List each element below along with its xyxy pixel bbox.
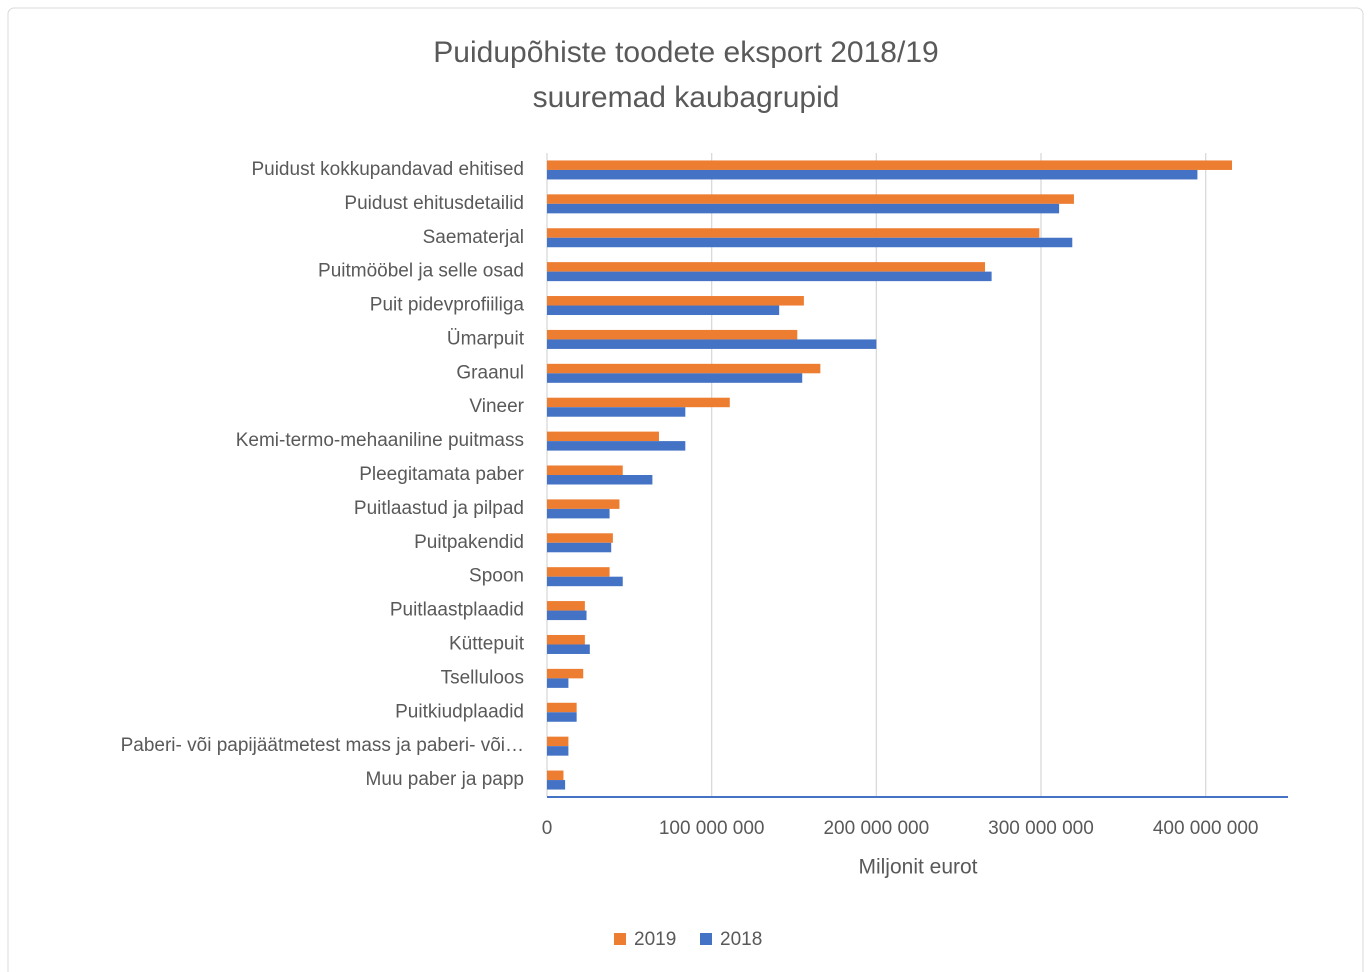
bar: [547, 237, 1073, 248]
bar: [547, 169, 1198, 180]
bar: [547, 610, 587, 621]
y-tick-label: Saematerjal: [423, 227, 524, 248]
y-tick-label: Ümarpuit: [447, 328, 525, 349]
y-tick-label: Graanul: [456, 362, 524, 383]
y-tick-label: Tselluloos: [441, 667, 524, 688]
y-tick-label: Puitpakendid: [414, 532, 524, 553]
bar: [547, 407, 686, 417]
bar: [547, 678, 569, 688]
bar: [547, 780, 566, 790]
bar: [547, 431, 659, 442]
bar: [547, 228, 1040, 238]
y-tick-label: Spoon: [469, 566, 524, 587]
y-tick-label: Kemi-termo-mehaaniline puitmass: [236, 430, 524, 451]
bar: [547, 499, 620, 509]
bar: [547, 736, 569, 747]
bar: [547, 305, 780, 316]
x-axis-label: Miljonit eurot: [858, 856, 977, 879]
y-tick-label: Paberi- või papijäätmetest mass ja paber…: [121, 735, 524, 756]
bar: [547, 373, 803, 383]
legend-swatch: [614, 933, 626, 945]
legend-swatch: [700, 933, 712, 945]
chart-subtitle: suuremad kaubagrupid: [533, 81, 840, 114]
y-tick-label: Pleegitamata paber: [359, 464, 524, 485]
y-tick-label: Muu paber ja papp: [366, 769, 524, 790]
y-tick-label: Puidust kokkupandavad ehitised: [251, 159, 524, 180]
x-tick-label: 0: [542, 818, 553, 839]
bar: [547, 262, 986, 272]
y-tick-label: Puitkiudplaadid: [395, 701, 524, 722]
bar: [547, 533, 613, 543]
x-tick-label: 100 000 000: [659, 818, 765, 839]
bar: [547, 668, 584, 679]
bar: [547, 746, 569, 756]
y-tick-label: Puitlaastud ja pilpad: [354, 498, 524, 519]
bar: [547, 441, 686, 451]
y-tick-label: Puitlaastplaadid: [390, 600, 524, 621]
y-tick-label: Vineer: [469, 396, 524, 417]
x-tick-label: 300 000 000: [988, 818, 1094, 839]
bar: [547, 644, 590, 654]
bar: [547, 542, 612, 553]
y-tick-label: Puit pidevprofiiliga: [370, 295, 525, 316]
bar: [547, 702, 577, 713]
x-tick-label: 200 000 000: [823, 818, 929, 839]
bar: [547, 160, 1233, 170]
bar: [547, 567, 610, 577]
bar: [547, 329, 798, 340]
chart-frame: [7, 7, 1364, 972]
bar: [547, 271, 992, 282]
y-tick-label: Puitmööbel ja selle osad: [318, 261, 524, 282]
bar: [547, 601, 585, 611]
bar: [547, 770, 564, 781]
legend-label: 2019: [634, 929, 676, 950]
bar: [547, 363, 821, 374]
bar: [547, 194, 1074, 204]
bar: [547, 397, 730, 408]
bar: [547, 508, 610, 519]
bar: [547, 712, 577, 722]
y-tick-label: Küttepuit: [449, 633, 525, 654]
bar: [547, 296, 804, 306]
x-tick-label: 400 000 000: [1153, 818, 1259, 839]
bar: [547, 203, 1060, 214]
bar: [547, 576, 623, 587]
chart-title: Puidupõhiste toodete eksport 2018/19: [433, 36, 938, 69]
bar: [547, 465, 623, 475]
bar: [547, 339, 877, 349]
bar: [547, 475, 653, 485]
legend-label: 2018: [720, 929, 762, 950]
bar: [547, 634, 585, 645]
y-tick-label: Puidust ehitusdetailid: [344, 193, 524, 214]
